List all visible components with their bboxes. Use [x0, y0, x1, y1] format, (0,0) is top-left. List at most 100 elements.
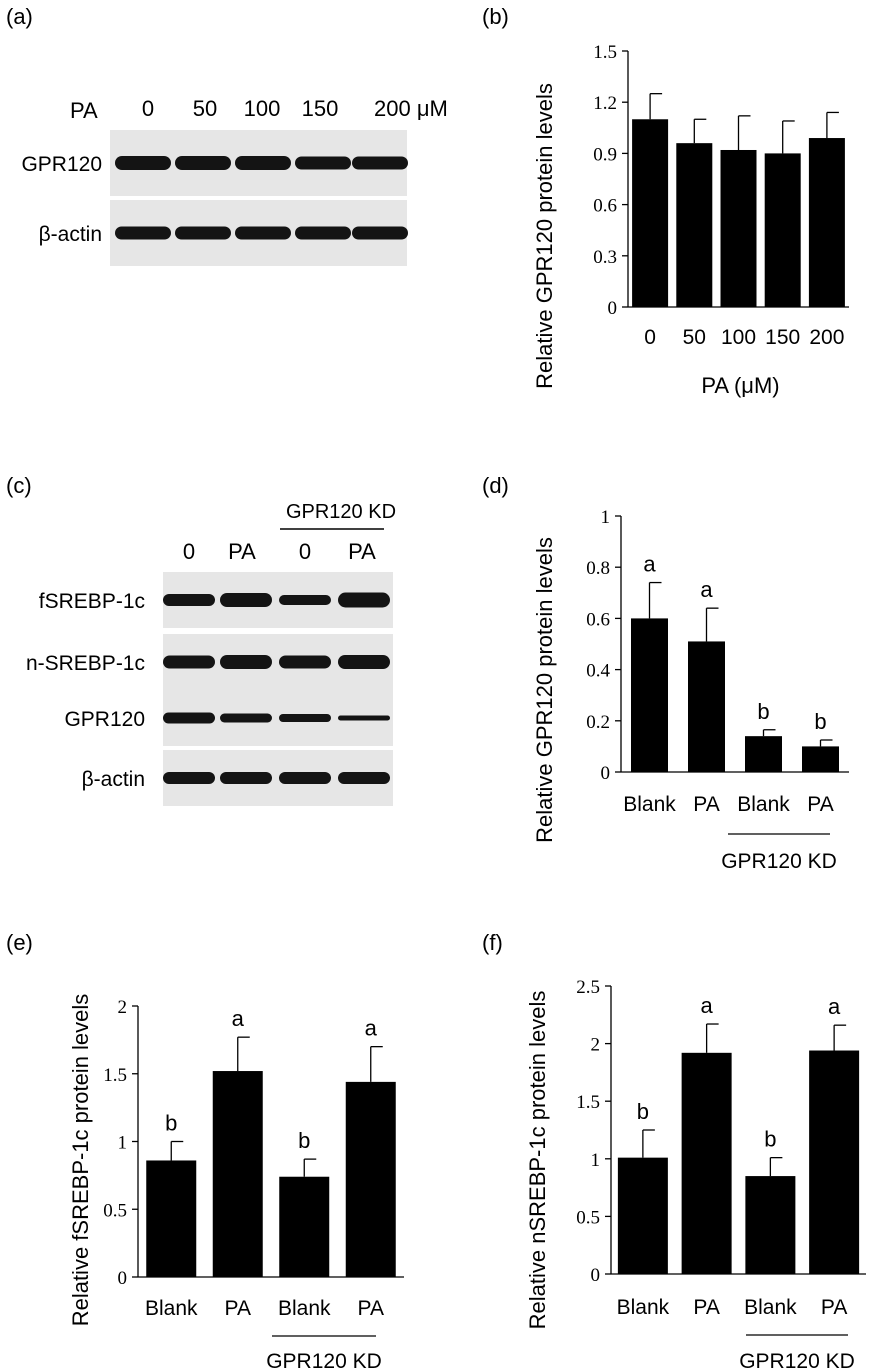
y-tick-label-f: 0.5 — [576, 1207, 600, 1228]
y-tick-label-d: 0.2 — [586, 712, 610, 733]
sig-letter-f: a — [701, 993, 714, 1018]
blot-c-band — [220, 713, 272, 723]
y-tick-label-e: 0.5 — [103, 1200, 127, 1221]
chart-panel-f: (f) 0 0.5 1 1.5 2 2.5 b Blank a PA b Blank a PA Relativ… — [482, 930, 866, 1372]
sig-letter-e: a — [365, 1016, 378, 1041]
blot-c-band — [279, 655, 331, 669]
y-tick-label-b: 0.6 — [593, 196, 617, 217]
bar-f — [617, 1157, 668, 1274]
blot-a-band — [352, 226, 408, 240]
y-tick-label-f: 0 — [591, 1265, 601, 1286]
blot-c-row-label: β-actin — [82, 768, 145, 791]
panel-label-a: (a) — [6, 4, 33, 29]
blot-c-band — [163, 594, 215, 606]
category-label-b: 150 — [765, 326, 800, 349]
panel-label-d: (d) — [482, 473, 509, 498]
blot-panel-a: (a) PA 0 50 100 150 200 μM GPR120 β-actin — [6, 4, 448, 266]
category-label-e: PA — [225, 1297, 251, 1320]
panel-label-b: (b) — [482, 4, 509, 29]
blot-a-band — [295, 156, 351, 170]
category-label-f: Blank — [744, 1296, 797, 1319]
blot-c-band — [338, 715, 390, 721]
y-axis-label-d: Relative GPR120 protein levels — [532, 537, 557, 843]
bar-f — [681, 1052, 732, 1274]
panel-label-e: (e) — [6, 930, 33, 955]
blot-c-band — [220, 593, 272, 607]
blot-c-row-label: fSREBP-1c — [39, 590, 145, 613]
bar-b — [632, 119, 669, 308]
blot-c-band — [279, 714, 331, 722]
blot-a-lane-label: 200 μM — [374, 96, 448, 121]
category-label-d: Blank — [623, 793, 676, 816]
category-label-b: 50 — [683, 326, 706, 349]
sig-letter-f: b — [764, 1127, 776, 1152]
bar-d — [688, 641, 725, 772]
blot-a-row-label: β-actin — [39, 223, 102, 246]
y-tick-label-d: 0.4 — [586, 661, 610, 682]
bar-b — [808, 138, 845, 307]
y-tick-label-d: 0.6 — [586, 609, 610, 630]
group-label-e: GPR120 KD — [266, 1350, 382, 1372]
category-label-f: Blank — [617, 1296, 670, 1319]
category-label-f: PA — [693, 1296, 719, 1319]
blot-c-row-label: n-SREBP-1c — [26, 652, 145, 675]
blot-c-group-label: GPR120 KD — [286, 501, 396, 523]
sig-letter-d: a — [700, 577, 713, 602]
category-label-b: 200 — [809, 326, 844, 349]
y-tick-label-d: 0 — [601, 763, 611, 784]
blot-c-band — [163, 772, 215, 784]
y-tick-label-b: 0.3 — [593, 247, 617, 268]
blot-c-lane-label: PA — [228, 539, 256, 564]
blot-a-lane-label: 0 — [142, 96, 154, 121]
y-tick-label-f: 2 — [591, 1035, 601, 1056]
bar-d — [745, 736, 782, 772]
y-tick-label-e: 0 — [118, 1268, 128, 1289]
category-label-e: PA — [358, 1297, 384, 1320]
bar-b — [676, 143, 713, 307]
blot-c-row-label: GPR120 — [64, 708, 145, 731]
blot-c-lane-label: PA — [348, 539, 376, 564]
blot-a-row-label: GPR120 — [21, 153, 102, 176]
group-label-d: GPR120 KD — [721, 850, 837, 873]
category-label-d: PA — [807, 793, 833, 816]
blot-c-band — [338, 655, 390, 669]
blot-c-band — [163, 655, 215, 669]
blot-c-band — [279, 772, 331, 784]
blot-c-lane-labels: 0 PA 0 PA — [183, 539, 376, 564]
y-tick-label-f: 1 — [591, 1150, 601, 1171]
bar-f — [745, 1176, 796, 1274]
category-label-e: Blank — [278, 1297, 331, 1320]
bar-e — [146, 1160, 197, 1277]
panel-label-f: (f) — [482, 930, 503, 955]
y-tick-label-b: 1.5 — [593, 42, 617, 63]
group-label-f: GPR120 KD — [739, 1350, 855, 1372]
blot-a-lane-labels: 0 50 100 150 200 μM — [142, 96, 448, 121]
x-axis-label-b: PA (μM) — [701, 373, 779, 398]
bar-e — [279, 1176, 330, 1277]
blot-c-band — [338, 592, 390, 608]
sig-letter-e: b — [165, 1111, 177, 1136]
blot-a-band — [175, 156, 231, 170]
y-tick-label-b: 0.9 — [593, 144, 617, 165]
bar-b — [764, 153, 801, 307]
blot-a-rows: GPR120 β-actin — [21, 130, 408, 266]
sig-letter-f: b — [637, 1099, 649, 1124]
y-tick-label-b: 1.2 — [593, 93, 617, 114]
blot-a-band — [235, 226, 291, 240]
y-tick-label-e: 1 — [118, 1133, 128, 1154]
blot-c-band — [220, 772, 272, 784]
sig-letter-d: b — [757, 699, 769, 724]
blot-c-band — [163, 712, 215, 724]
blot-c-rows: fSREBP-1c n-SREBP-1c GPR120 β-actin — [26, 572, 393, 806]
blot-a-lane-label: 50 — [193, 96, 217, 121]
category-label-e: Blank — [145, 1297, 198, 1320]
sig-letter-f: a — [828, 994, 841, 1019]
bar-e — [212, 1071, 263, 1277]
blot-a-treatment-label: PA — [70, 98, 98, 123]
y-tick-label-f: 2.5 — [576, 977, 600, 998]
y-tick-label-e: 2 — [118, 997, 128, 1018]
category-label-d: Blank — [737, 793, 790, 816]
category-label-d: PA — [693, 793, 719, 816]
blot-c-band — [338, 772, 390, 784]
sig-letter-d: b — [814, 709, 826, 734]
